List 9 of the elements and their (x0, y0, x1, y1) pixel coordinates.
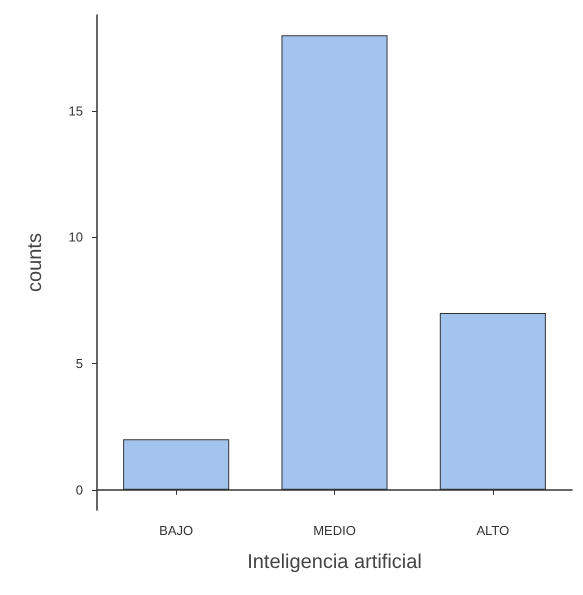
y-tick-label: 15 (68, 103, 83, 118)
x-tick-label: BAJO (159, 523, 194, 538)
y-tick-label: 5 (76, 356, 83, 372)
y-tick-label: 10 (68, 230, 83, 245)
x-axis-title: Inteligencia artificial (247, 551, 422, 573)
y-tick-label: 0 (76, 482, 83, 498)
y-axis-title: counts (24, 233, 46, 292)
x-tick-label: MEDIO (313, 523, 356, 538)
x-tick-label: ALTO (476, 523, 510, 538)
